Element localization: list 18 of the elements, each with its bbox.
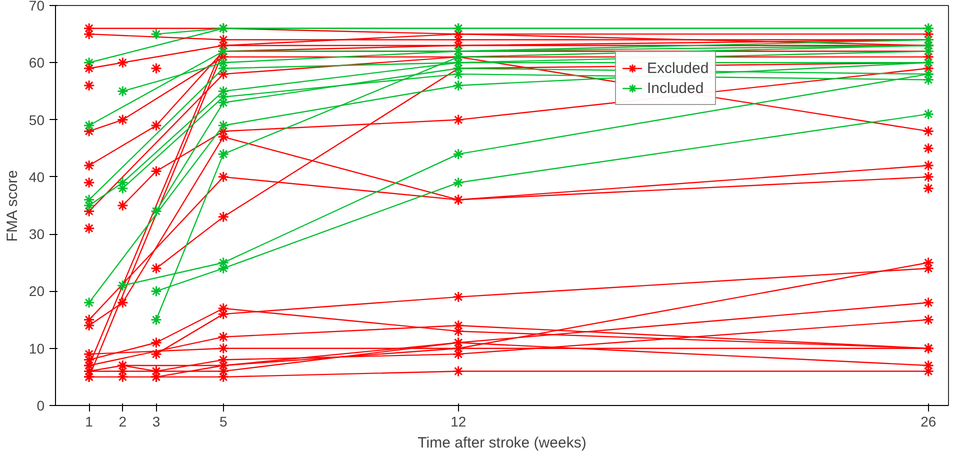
- y-tick-label: 20: [28, 283, 45, 300]
- y-tick-label: 70: [28, 0, 45, 14]
- x-tick-label: 1: [85, 414, 94, 430]
- x-tick-label: 2: [118, 414, 127, 430]
- x-tick-label: 26: [920, 414, 936, 430]
- x-axis-title: Time after stroke (weeks): [418, 434, 586, 452]
- legend-label: Excluded: [647, 60, 709, 76]
- legend-label: Included: [647, 80, 704, 96]
- y-tick-label: 0: [36, 398, 45, 414]
- y-tick-label: 30: [28, 226, 45, 242]
- y-tick-label: 60: [28, 54, 45, 71]
- y-axis-title: FMA score: [4, 170, 21, 242]
- x-tick-label: 3: [152, 414, 160, 430]
- y-tick-label: 50: [28, 112, 45, 128]
- y-tick-label: 40: [28, 168, 45, 185]
- y-tick-label: 10: [28, 340, 45, 356]
- x-tick-label: 5: [219, 414, 228, 430]
- x-tick-label: 12: [450, 414, 466, 430]
